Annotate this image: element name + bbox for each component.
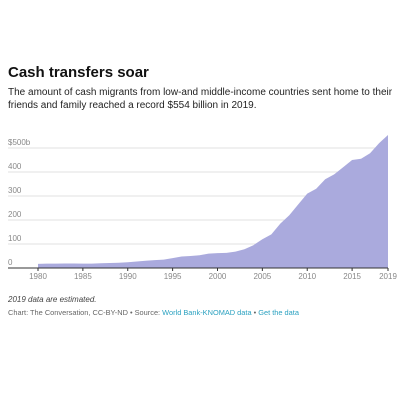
x-tick-label: 2019: [379, 272, 397, 281]
credit-separator: •: [251, 308, 259, 317]
y-tick-label: 0: [8, 258, 13, 267]
series-area: [38, 135, 388, 268]
y-tick-labels: 0 100 200 300 400 $500b: [8, 138, 31, 267]
x-tick-label: 2000: [209, 272, 227, 281]
x-tick-label: 1985: [74, 272, 92, 281]
y-tick-label: 400: [8, 162, 22, 171]
chart-subtitle: The amount of cash migrants from low-and…: [8, 87, 393, 111]
y-tick-label: 200: [8, 210, 22, 219]
y-tick-label: $500b: [8, 138, 31, 147]
chart-credits: Chart: The Conversation, CC-BY-ND • Sour…: [8, 308, 299, 317]
axes: [8, 267, 389, 271]
y-tick-label: 300: [8, 186, 22, 195]
x-tick-label: 2015: [343, 272, 361, 281]
x-tick-label: 2010: [298, 272, 316, 281]
x-tick-label: 2005: [253, 272, 271, 281]
source-link[interactable]: World Bank-KNOMAD data: [162, 308, 252, 317]
estimate-note: 2019 data are estimated.: [8, 295, 97, 304]
x-tick-label: 1980: [29, 272, 47, 281]
x-tick-label: 1990: [119, 272, 137, 281]
y-tick-label: 100: [8, 234, 22, 243]
get-data-link[interactable]: Get the data: [258, 308, 299, 317]
chart-title: Cash transfers soar: [8, 64, 149, 81]
x-tick-label: 1995: [164, 272, 182, 281]
series-area-group: [38, 135, 388, 268]
x-tick-labels: 1980 1985 1990 1995 2000 2005 2010 2015 2019: [29, 272, 397, 281]
credit-prefix: Chart: The Conversation, CC-BY-ND • Sour…: [8, 308, 163, 317]
